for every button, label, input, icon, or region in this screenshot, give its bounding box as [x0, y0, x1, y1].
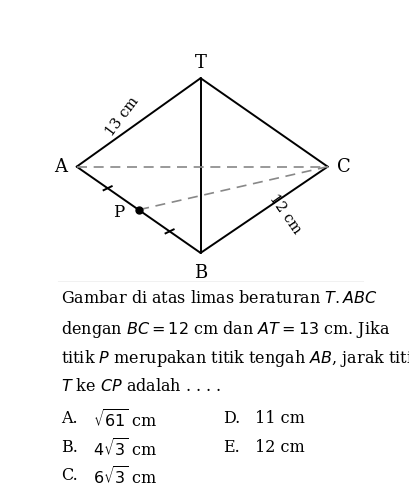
Text: 12 cm: 12 cm — [265, 192, 303, 237]
Text: E.: E. — [222, 438, 239, 456]
Text: titik $P$ merupakan titik tengah $AB$, jarak titik: titik $P$ merupakan titik tengah $AB$, j… — [61, 348, 409, 369]
Text: 13 cm: 13 cm — [103, 95, 142, 139]
Text: $\sqrt{61}$ cm: $\sqrt{61}$ cm — [92, 410, 157, 432]
Text: dengan $BC = 12$ cm dan $AT = 13$ cm. Jika: dengan $BC = 12$ cm dan $AT = 13$ cm. Ji… — [61, 319, 389, 340]
Text: D.: D. — [222, 410, 240, 427]
Text: Gambar di atas limas beraturan $T.ABC$: Gambar di atas limas beraturan $T.ABC$ — [61, 290, 377, 307]
Text: B: B — [193, 264, 207, 282]
Text: C: C — [336, 158, 350, 176]
Text: 11 cm: 11 cm — [254, 410, 304, 427]
Text: 12 cm: 12 cm — [254, 438, 303, 456]
Text: $T$ ke $CP$ adalah . . . .: $T$ ke $CP$ adalah . . . . — [61, 377, 221, 395]
Text: T: T — [194, 53, 206, 72]
Text: A.: A. — [61, 410, 77, 427]
Text: $4\sqrt{3}$ cm: $4\sqrt{3}$ cm — [92, 438, 157, 461]
Text: C.: C. — [61, 467, 77, 484]
Text: A: A — [54, 158, 67, 176]
Text: $6\sqrt{3}$ cm: $6\sqrt{3}$ cm — [92, 467, 157, 489]
Text: B.: B. — [61, 438, 77, 456]
Text: P: P — [113, 204, 124, 221]
